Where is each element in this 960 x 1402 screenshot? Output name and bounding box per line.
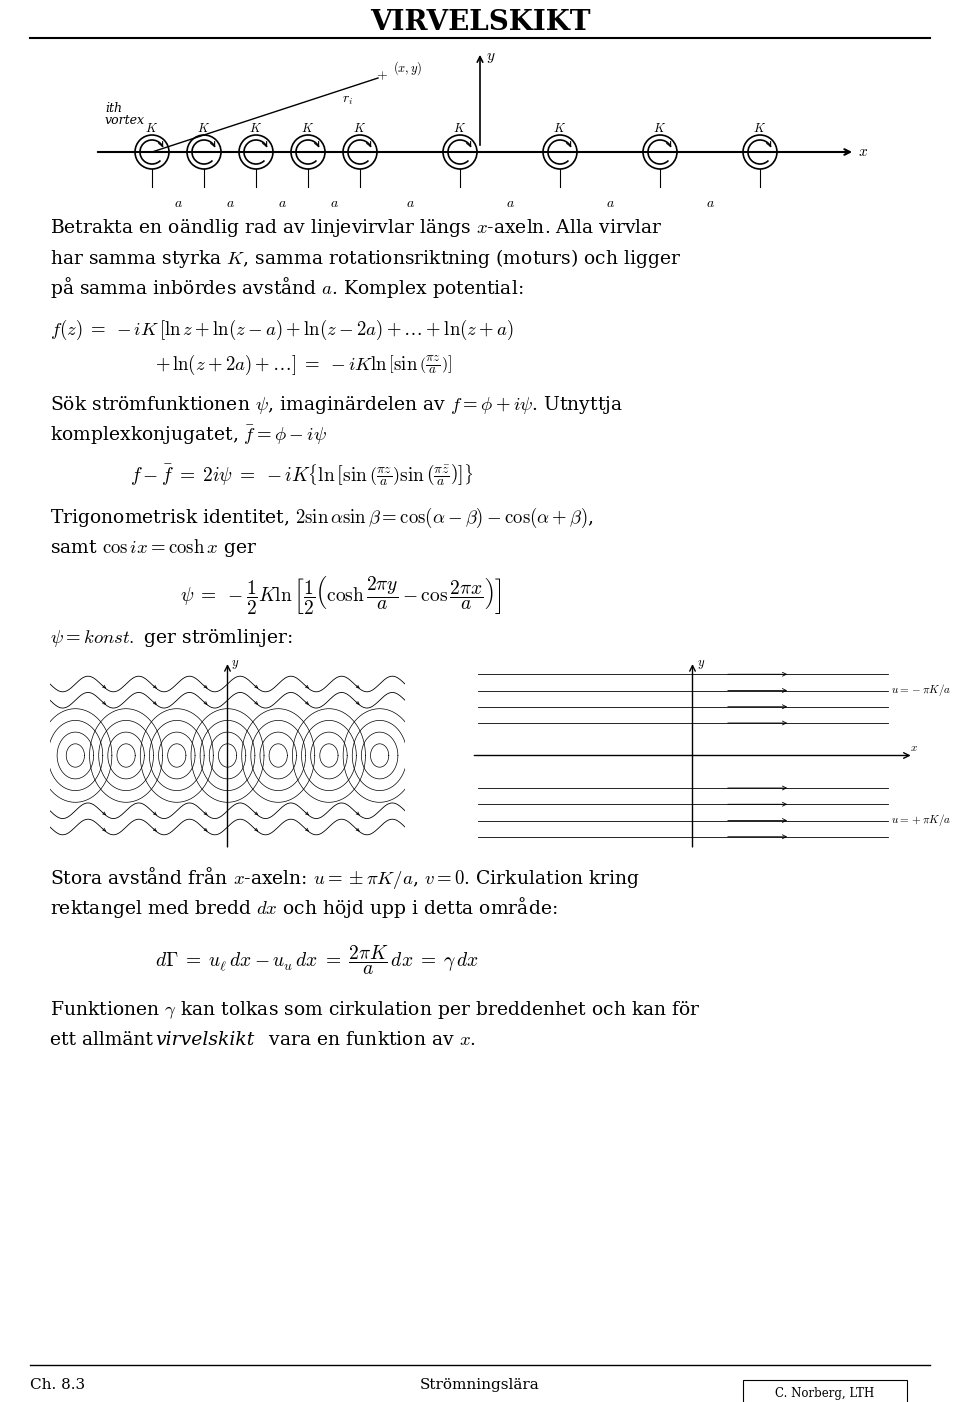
- Text: $K$: $K$: [754, 122, 767, 135]
- Text: $K$: $K$: [553, 122, 566, 135]
- Text: Funktionen $\gamma$ kan tolkas som cirkulation per breddenhet och kan för: Funktionen $\gamma$ kan tolkas som cirku…: [50, 1000, 701, 1021]
- Text: på samma inbördes avstånd $a$. Komplex potential:: på samma inbördes avstånd $a$. Komplex p…: [50, 276, 523, 300]
- Text: Ch. 8.3: Ch. 8.3: [30, 1378, 85, 1392]
- Text: $a$: $a$: [174, 196, 182, 210]
- Text: $+\, \ln(z+2a) + \ldots] \;=\; -iK\ln\left[\sin\left(\frac{\pi z}{a}\right)\righ: $+\, \ln(z+2a) + \ldots] \;=\; -iK\ln\le…: [155, 353, 452, 377]
- Text: $a$: $a$: [706, 196, 714, 210]
- Text: vortex: vortex: [105, 114, 145, 126]
- Text: $K$: $K$: [654, 122, 666, 135]
- Text: $x$: $x$: [858, 144, 868, 158]
- Text: $y$: $y$: [697, 658, 706, 670]
- Text: komplexkonjugatet, $\bar{f} = \phi - i\psi$: komplexkonjugatet, $\bar{f} = \phi - i\p…: [50, 423, 327, 446]
- Text: $y$: $y$: [486, 50, 495, 64]
- Text: $(x, y)$: $(x, y)$: [393, 59, 422, 77]
- Text: C. Norberg, LTH: C. Norberg, LTH: [776, 1387, 875, 1399]
- FancyBboxPatch shape: [743, 1380, 907, 1402]
- Text: vara en funktion av $x$.: vara en funktion av $x$.: [263, 1030, 476, 1049]
- Text: har samma styrka $K$, samma rotationsriktning (moturs) och ligger: har samma styrka $K$, samma rotationsrik…: [50, 247, 682, 269]
- Text: $u=+\pi K/a$: $u=+\pi K/a$: [891, 813, 951, 829]
- Text: $K$: $K$: [301, 122, 315, 135]
- Text: Stora avstånd från $x$-axeln: $u = \pm\pi K/a$, $v = 0$. Cirkulation kring: Stora avstånd från $x$-axeln: $u = \pm\p…: [50, 865, 640, 892]
- Text: $f(z) \;=\; -iK\,[\ln z + \ln(z-a) + \ln(z-2a) + \ldots + \ln(z+a)$: $f(z) \;=\; -iK\,[\ln z + \ln(z-a) + \ln…: [50, 318, 514, 342]
- Text: $x$: $x$: [910, 743, 918, 753]
- Text: $d\Gamma \;=\; u_\ell\,dx - u_u\,dx \;=\; \dfrac{2\pi K}{a}\,dx \;=\; \gamma\,dx: $d\Gamma \;=\; u_\ell\,dx - u_u\,dx \;=\…: [155, 944, 479, 977]
- Text: Strömningslära: Strömningslära: [420, 1378, 540, 1392]
- Text: $a$: $a$: [506, 196, 515, 210]
- Text: $f - \bar{f} \;=\; 2i\psi \;=\; -iK\left\{\ln\left[\sin\left(\frac{\pi z}{a}\rig: $f - \bar{f} \;=\; 2i\psi \;=\; -iK\left…: [130, 463, 473, 488]
- Text: ett allmänt: ett allmänt: [50, 1030, 158, 1049]
- Text: $y$: $y$: [231, 658, 239, 670]
- Text: $K$: $K$: [250, 122, 263, 135]
- Text: $a$: $a$: [329, 196, 339, 210]
- Text: Sök strömfunktionen $\psi$, imaginärdelen av $f = \phi + i\psi$. Utnyttja: Sök strömfunktionen $\psi$, imaginärdele…: [50, 394, 623, 416]
- Text: $u=-\pi K/a$: $u=-\pi K/a$: [891, 683, 951, 698]
- Text: Trigonometrisk identitet, $2\sin\alpha\sin\beta = \cos(\alpha-\beta) - \cos(\alp: Trigonometrisk identitet, $2\sin\alpha\s…: [50, 506, 594, 530]
- Text: $a$: $a$: [226, 196, 234, 210]
- Text: samt $\cos ix = \cosh x$ ger: samt $\cos ix = \cosh x$ ger: [50, 537, 257, 559]
- Text: Betrakta en oändlig rad av linjevirvlar längs $x$-axeln. Alla virvlar: Betrakta en oändlig rad av linjevirvlar …: [50, 217, 662, 238]
- Text: virvelskikt: virvelskikt: [155, 1030, 254, 1049]
- Text: $+$: $+$: [376, 69, 388, 81]
- Text: $r_i$: $r_i$: [342, 93, 353, 107]
- Text: ith: ith: [105, 101, 122, 115]
- Text: $\psi \;=\; -\dfrac{1}{2}K\ln\left[\dfrac{1}{2}\left(\cosh\dfrac{2\pi y}{a} - \c: $\psi \;=\; -\dfrac{1}{2}K\ln\left[\dfra…: [180, 575, 502, 617]
- Text: $K$: $K$: [198, 122, 210, 135]
- Text: $\psi = konst.$ ger strömlinjer:: $\psi = konst.$ ger strömlinjer:: [50, 627, 293, 649]
- Text: $a$: $a$: [277, 196, 286, 210]
- Text: $a$: $a$: [405, 196, 415, 210]
- Text: $K$: $K$: [145, 122, 158, 135]
- Text: rektangel med bredd $dx$ och höjd upp i detta område:: rektangel med bredd $dx$ och höjd upp i …: [50, 896, 558, 921]
- Text: $K$: $K$: [453, 122, 467, 135]
- Text: $a$: $a$: [606, 196, 614, 210]
- Text: VIRVELSKIKT: VIRVELSKIKT: [370, 8, 590, 35]
- Text: $K$: $K$: [353, 122, 367, 135]
